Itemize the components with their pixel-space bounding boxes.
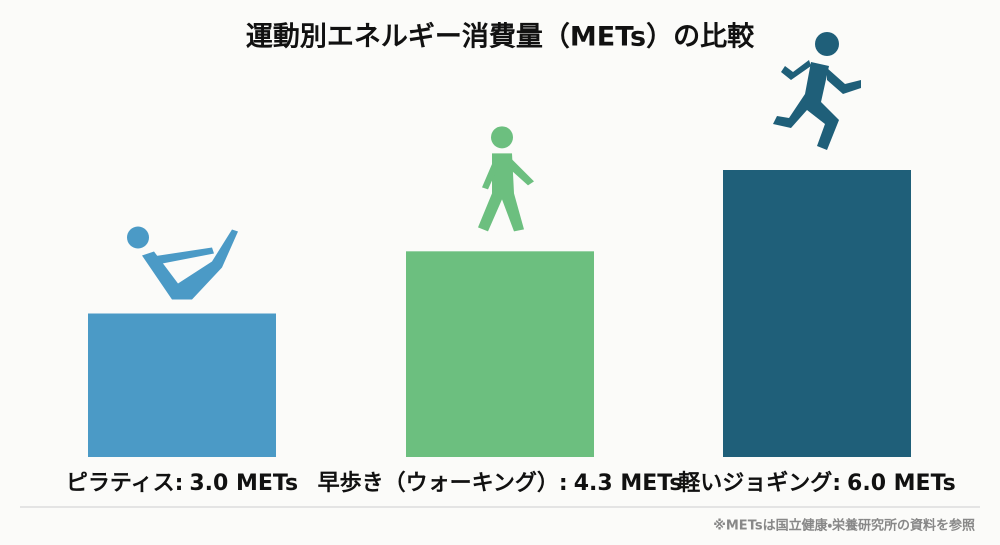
icon-arm xyxy=(146,247,214,266)
category-label: 軽いジョギング: xyxy=(678,470,841,496)
icon-arm xyxy=(781,60,861,94)
bar xyxy=(723,170,911,457)
bar xyxy=(88,313,276,457)
icon-head xyxy=(815,32,839,56)
exercise-icon xyxy=(127,226,238,300)
icon-body xyxy=(773,62,839,150)
bar-label: 早歩き（ウォーキング）: 4.3 METs xyxy=(318,470,683,496)
category-label: ピラティス: xyxy=(66,471,183,496)
icon-head xyxy=(491,126,513,149)
bar-label: 軽いジョギング: 6.0 METs xyxy=(678,470,956,496)
value-label: 3.0 METs xyxy=(189,471,298,496)
category-label: 早歩き（ウォーキング）: xyxy=(318,470,568,496)
icon-arm xyxy=(482,157,534,190)
value-label: 6.0 METs xyxy=(847,471,956,496)
footnote: ※METsは国立健康・栄養研究所の資料を参照 xyxy=(713,518,975,534)
bar xyxy=(406,251,594,457)
chart-title: 運動別エネルギー消費量（METs）の比較 xyxy=(246,22,755,53)
icon-head xyxy=(127,226,149,249)
exercise-icon xyxy=(478,126,534,232)
value-label: 4.3 METs xyxy=(574,471,683,496)
icon-body xyxy=(478,153,524,232)
icon-body xyxy=(142,229,238,300)
bar-label: ピラティス: 3.0 METs xyxy=(66,471,298,496)
exercise-icon xyxy=(773,32,861,150)
